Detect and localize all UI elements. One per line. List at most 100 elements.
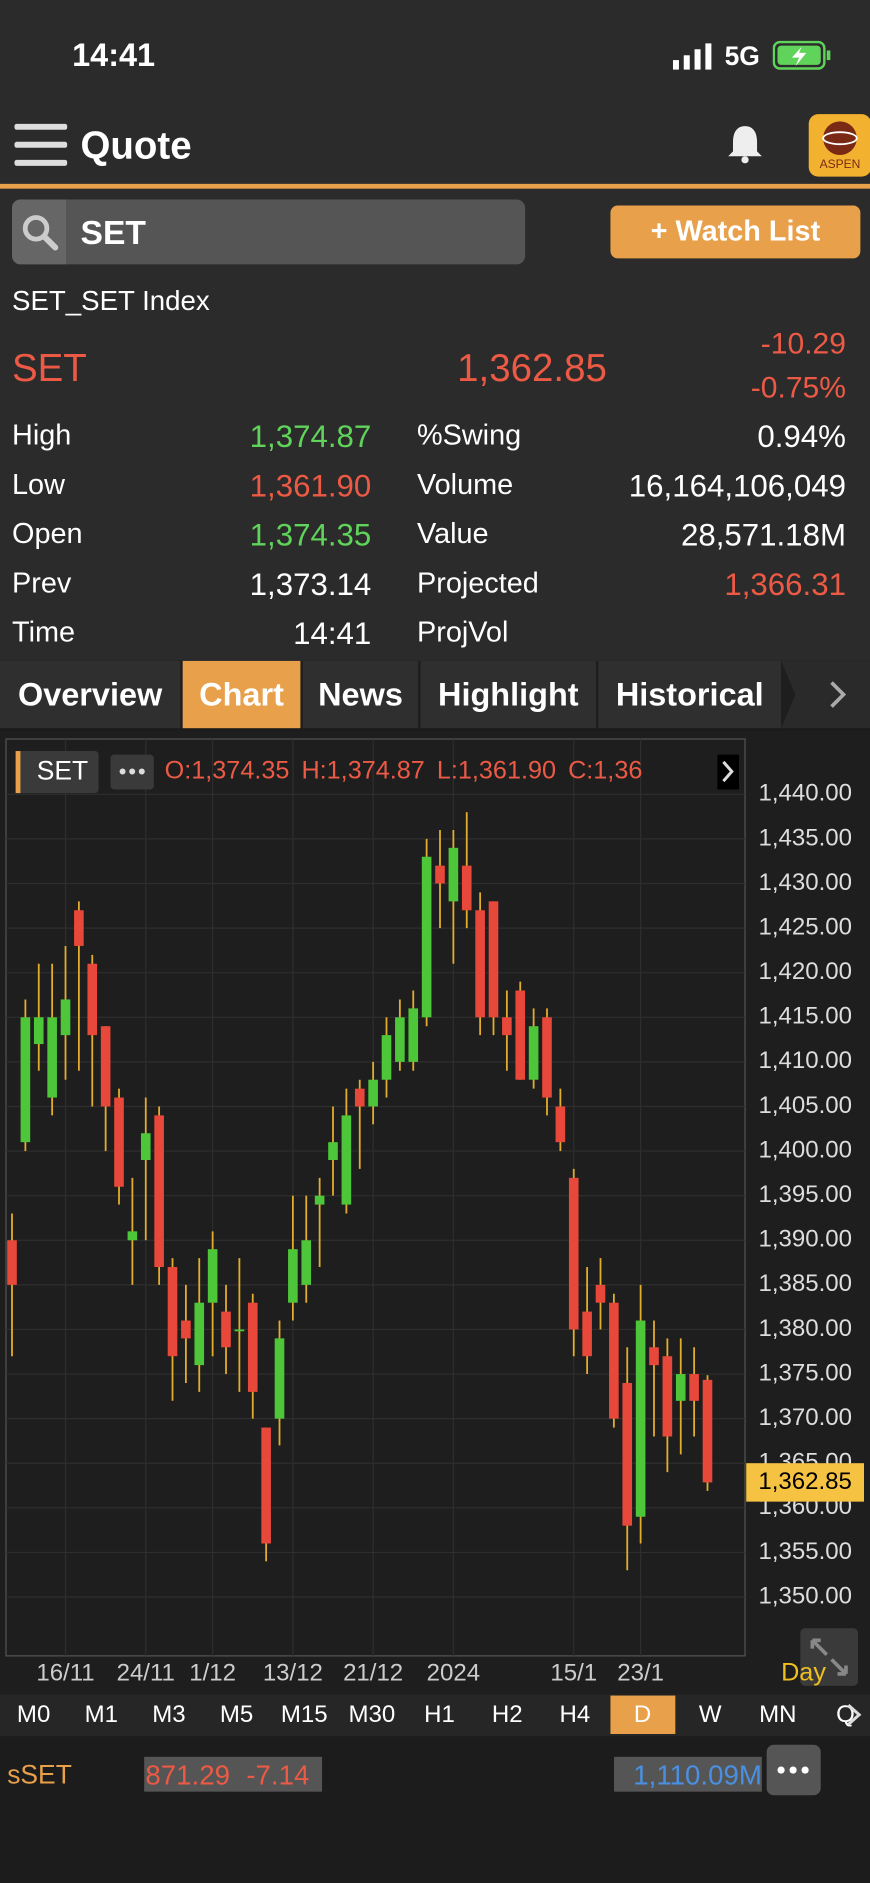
period-option[interactable]: H2 [491, 1700, 523, 1728]
period-bar [0, 1694, 870, 1737]
network-label: 5G [724, 40, 760, 71]
candle-body [448, 847, 459, 902]
stat-value: 0.94% [757, 418, 846, 455]
footer-index: 871.29 [145, 1759, 230, 1791]
y-tick-label: 1,370.00 [758, 1404, 851, 1431]
x-tick-label: 16/11 [36, 1659, 94, 1686]
tab[interactable]: Chart [182, 660, 301, 729]
battery-icon [772, 40, 831, 70]
y-tick-label: 1,350.00 [758, 1582, 851, 1609]
candle-body [435, 865, 445, 884]
plot-frame [5, 738, 746, 1657]
candle-body [288, 1249, 298, 1303]
expand-icon [810, 1638, 848, 1676]
candle-body [461, 865, 472, 911]
candle-body [274, 1338, 285, 1419]
y-tick-label: 1,385.00 [758, 1270, 851, 1297]
candle-body [662, 1356, 673, 1437]
period-option[interactable]: D [610, 1695, 675, 1734]
candle-body [87, 963, 98, 1036]
footer-more-button[interactable] [766, 1744, 821, 1796]
y-tick-label: 1,380.00 [758, 1315, 851, 1342]
stat-value: 1,366.31 [724, 565, 846, 603]
period-option[interactable]: MN [759, 1700, 797, 1728]
x-tick-label: 15/1 [550, 1659, 597, 1686]
period-option[interactable]: H1 [424, 1700, 455, 1728]
stat-value: 1,361.90 [249, 467, 372, 504]
stat-label: Open [12, 517, 83, 551]
candle-body [181, 1320, 191, 1339]
header-title: Quote [80, 123, 192, 168]
watch-list-button[interactable]: + Watch List [610, 205, 861, 259]
search-box[interactable]: SET [12, 199, 526, 265]
y-tick-label: 1,420.00 [758, 958, 851, 985]
tab[interactable]: Historical [598, 660, 782, 729]
period-option[interactable]: W [698, 1700, 722, 1728]
candle-body [167, 1267, 178, 1357]
period-option[interactable]: M3 [152, 1700, 186, 1728]
candle-body [328, 1142, 338, 1160]
menu-icon[interactable] [14, 123, 68, 167]
candle-body [649, 1347, 659, 1366]
stat-value: 16,164,106,049 [628, 467, 846, 504]
candle-body [140, 1133, 151, 1160]
price-change-pct: -0.75% [750, 371, 846, 405]
period-option[interactable]: M0 [16, 1700, 51, 1728]
search-icon [22, 215, 59, 251]
candle-body [74, 910, 84, 946]
footer-volume-box [614, 1756, 762, 1792]
period-scroll-arrow[interactable] [841, 1700, 867, 1729]
candle-body [221, 1311, 231, 1348]
stat-value: 1,374.87 [249, 418, 372, 455]
ohlc-low: L:1,361.90 [437, 756, 556, 784]
tab[interactable]: Highlight [420, 660, 597, 729]
chart-symbol: SET [37, 756, 88, 786]
candle-body [247, 1302, 258, 1392]
stat-label: ProjVol [416, 616, 509, 649]
y-tick-label: 1,390.00 [758, 1226, 851, 1253]
candle-body [421, 856, 432, 1018]
symbol-box[interactable] [15, 751, 99, 794]
period-option[interactable]: M1 [84, 1700, 118, 1728]
candle-body [568, 1177, 579, 1330]
instrument-name: SET_SET Index [12, 284, 210, 317]
ohlc-close: C:1,36 [568, 756, 642, 784]
candle-body [542, 1017, 552, 1098]
candle-body [20, 1017, 31, 1143]
y-tick-label: 1,400.00 [758, 1136, 851, 1163]
period-option[interactable]: M30 [348, 1700, 396, 1728]
candle-body [33, 1017, 44, 1045]
logo[interactable]: ASPEN [808, 114, 870, 177]
price-change: -10.29 [760, 326, 846, 361]
tab-scroll-arrow[interactable] [781, 660, 870, 729]
candle-body [582, 1311, 592, 1357]
stat-value: 14:41 [293, 615, 372, 652]
candle-body [60, 999, 71, 1036]
candle-body [301, 1240, 312, 1285]
last-price: 1,362.85 [457, 346, 607, 390]
stat-label: Time [12, 616, 76, 649]
candle-body [7, 1240, 17, 1285]
y-tick-label: 1,430.00 [758, 869, 851, 896]
candle-body [381, 1035, 392, 1080]
readout-arrow-box[interactable] [717, 754, 740, 790]
bell-icon[interactable] [726, 123, 764, 164]
period-option[interactable]: M15 [280, 1700, 328, 1728]
stat-value: 1,374.35 [249, 516, 372, 553]
last-price-tag [746, 1463, 864, 1502]
readout-arrow [722, 760, 734, 783]
candle-body [515, 990, 526, 1080]
candle-body [234, 1329, 245, 1332]
footer-more-dots [777, 1766, 809, 1774]
stat-label: Prev [12, 567, 72, 600]
candle-body [555, 1106, 566, 1143]
tab[interactable]: News [302, 660, 419, 729]
candle-body [194, 1302, 205, 1366]
search-query: SET [80, 213, 146, 252]
stat-value: 28,571.18M [680, 516, 846, 553]
candle-body [368, 1079, 378, 1107]
tab[interactable]: Overview [0, 660, 181, 729]
period-option[interactable]: H4 [559, 1700, 591, 1728]
period-option[interactable]: M5 [219, 1700, 254, 1728]
